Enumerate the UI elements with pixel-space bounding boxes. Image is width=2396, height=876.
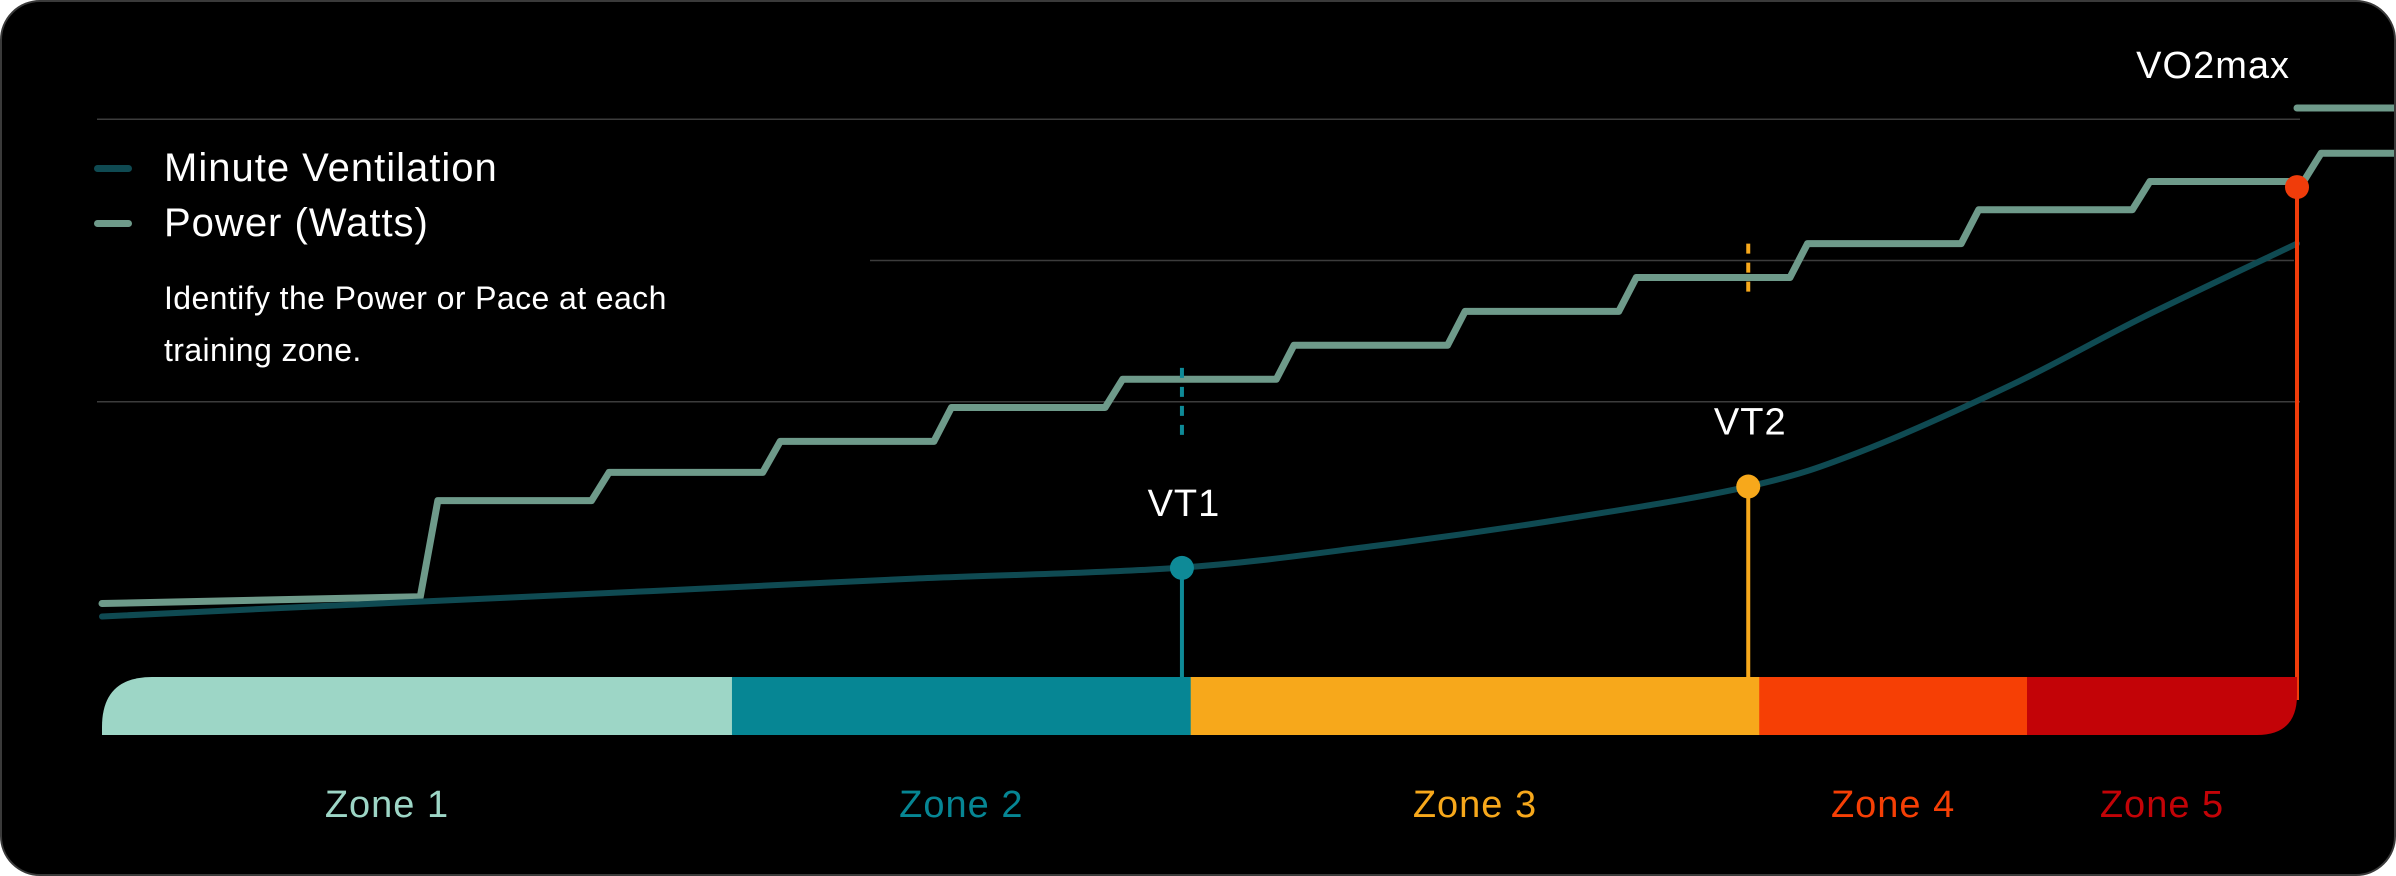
zone-label-zone-2: Zone 2: [899, 784, 1023, 826]
legend-swatch-power: [94, 220, 132, 227]
legend-item-power: Power (Watts): [94, 201, 429, 246]
zone-bar-zone-5: [2027, 677, 2297, 735]
zone-bar-zone-2: [731, 677, 1192, 735]
threshold-label-vt1: VT1: [1148, 483, 1221, 525]
zone-label-zone-5: Zone 5: [2100, 784, 2224, 826]
threshold-label-vt2: VT2: [1714, 402, 1787, 444]
threshold-marker-vt1: [1169, 555, 1194, 580]
threshold-label-vo2max: VO2max: [2136, 45, 2290, 87]
threshold-marker-vt2: [1736, 474, 1761, 499]
legend-item-minute-ventilation: Minute Ventilation: [94, 146, 498, 191]
legend-label-power: Power (Watts): [164, 201, 429, 245]
zone-label-zone-1: Zone 1: [325, 784, 449, 826]
zone-label-zone-4: Zone 4: [1831, 784, 1955, 826]
annotation-note: Identify the Power or Pace at each train…: [164, 280, 667, 368]
zone-bar-zone-1: [102, 677, 733, 735]
zone-label-zone-3: Zone 3: [1413, 784, 1537, 826]
threshold-marker-vo2max: [2285, 175, 2309, 200]
zone-bar-zone-4: [1759, 677, 2029, 735]
series-line-power: [98, 104, 2394, 608]
legend-label-minute-ventilation: Minute Ventilation: [164, 146, 498, 190]
series-line-minute-ventilation: [99, 240, 2300, 620]
legend-swatch-minute-ventilation: [94, 165, 132, 172]
zone-bar-zone-3: [1190, 677, 1761, 735]
